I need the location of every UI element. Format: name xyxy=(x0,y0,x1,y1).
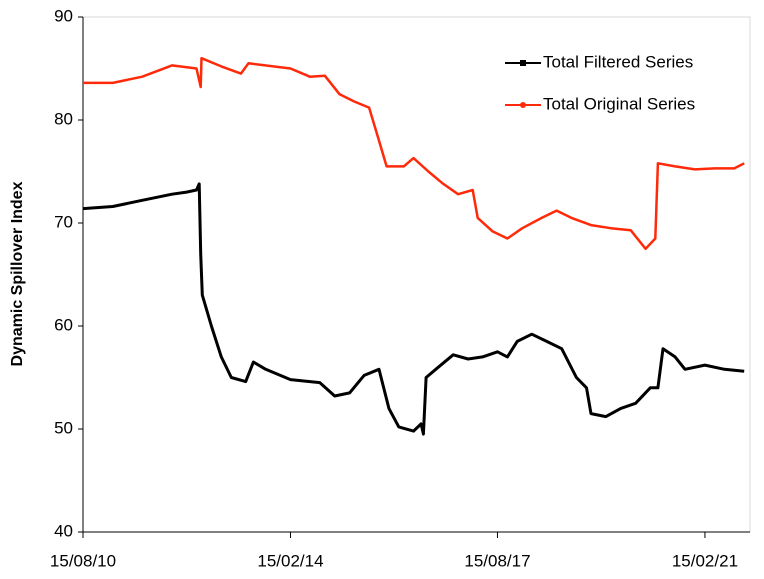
legend-label: Total Filtered Series xyxy=(543,52,693,71)
x-tick-label: 15/02/21 xyxy=(672,551,738,570)
legend-marker xyxy=(520,60,526,66)
y-tick-label: 50 xyxy=(54,418,73,437)
y-axis-label: Dynamic Spillover Index xyxy=(9,181,26,366)
x-tick-label: 15/08/10 xyxy=(50,551,116,570)
y-tick-label: 90 xyxy=(54,6,73,25)
legend-label: Total Original Series xyxy=(543,94,695,113)
x-tick-label: 15/08/17 xyxy=(464,551,530,570)
y-tick-label: 60 xyxy=(54,315,73,334)
y-tick-label: 80 xyxy=(54,109,73,128)
series-line xyxy=(83,56,745,251)
y-tick-label: 40 xyxy=(54,521,73,540)
series-line xyxy=(82,182,745,436)
legend-marker xyxy=(520,102,526,108)
x-tick-label: 15/02/14 xyxy=(257,551,323,570)
y-tick-label: 70 xyxy=(54,212,73,231)
